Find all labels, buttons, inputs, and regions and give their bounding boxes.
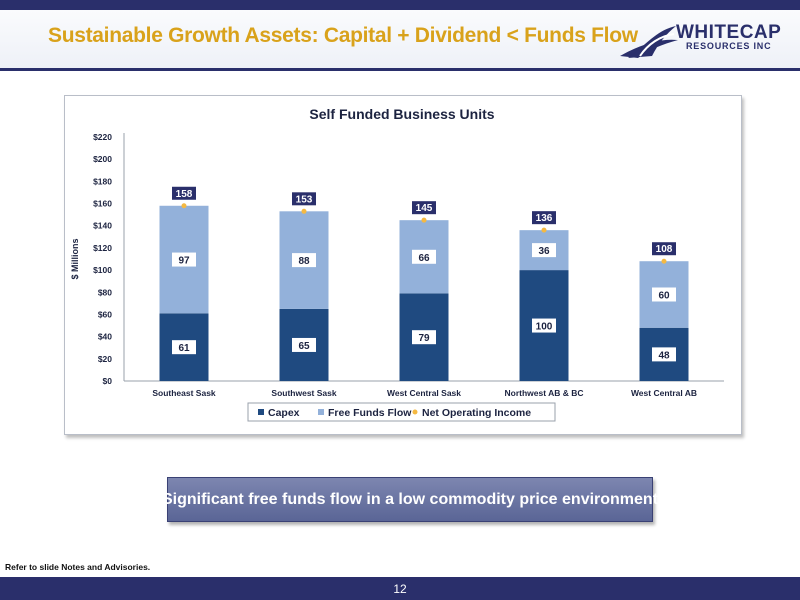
y-tick-label: $20 (98, 354, 112, 364)
noi-data-label: 158 (176, 189, 193, 200)
free-funds-flow-label-box (292, 253, 316, 268)
x-category-label: Southeast Sask (152, 388, 216, 398)
legend-label: Net Operating Income (422, 407, 531, 419)
y-axis-label: $ Millions (70, 238, 80, 279)
y-tick-label: $160 (93, 199, 112, 209)
noi-data-label: 136 (536, 213, 553, 224)
x-category-label: Northwest AB & BC (504, 388, 583, 398)
logo-wordmark: WHITECAP (676, 22, 782, 43)
free-funds-flow-data-label: 66 (418, 253, 430, 264)
free-funds-flow-data-label: 36 (538, 246, 550, 257)
legend-label: Capex (268, 407, 300, 419)
free-funds-flow-label-box (172, 252, 196, 267)
noi-label-box (652, 242, 676, 256)
header-divider (0, 68, 800, 71)
net-operating-income-point (541, 227, 547, 233)
noi-data-label: 108 (656, 244, 673, 255)
noi-label-box (412, 201, 436, 215)
y-tick-label: $0 (103, 376, 113, 386)
capex-label-box (172, 340, 196, 355)
y-tick-label: $60 (98, 309, 112, 319)
x-category-label: West Central Sask (387, 388, 461, 398)
slide-header (0, 10, 800, 68)
noi-label-box (292, 192, 316, 206)
free-funds-flow-data-label: 97 (178, 256, 190, 267)
legend-box (247, 402, 556, 422)
free-funds-flow-data-label: 60 (658, 290, 670, 301)
logo-subtext: RESOURCES INC (686, 41, 772, 51)
y-tick-label: $80 (98, 287, 112, 297)
capex-label-box (292, 337, 316, 352)
noi-label-box (532, 211, 556, 225)
whitecap-logo-icon (620, 26, 678, 58)
free-funds-flow-label-box (652, 287, 676, 302)
y-tick-label: $40 (98, 332, 112, 342)
capex-label-box (532, 318, 556, 333)
legend-swatch (412, 409, 418, 415)
stacked-bar-chart: Self Funded Business Units $ Millions $0 $2… (70, 106, 724, 422)
net-operating-income-point (661, 258, 667, 264)
capex-data-label: 65 (298, 341, 310, 352)
slide-title: Sustainable Growth Assets: Capital + Div… (48, 24, 638, 47)
notes-text: Refer to slide Notes and Advisories. (5, 562, 151, 572)
free-funds-flow-data-label: 88 (298, 256, 310, 267)
capex-data-label: 48 (658, 350, 670, 361)
capex-label-box (652, 347, 676, 362)
y-tick-label: $220 (93, 132, 112, 142)
footer-bar (0, 577, 800, 600)
legend-swatch (318, 409, 324, 415)
page-number: 12 (393, 582, 407, 596)
free-funds-flow-label-box (532, 243, 556, 258)
net-operating-income-point (181, 203, 187, 209)
y-tick-label: $120 (93, 243, 112, 253)
y-tick-label: $180 (93, 176, 112, 186)
capex-data-label: 79 (418, 333, 430, 344)
noi-data-label: 153 (296, 194, 313, 205)
capex-data-label: 61 (178, 343, 190, 354)
net-operating-income-point (301, 208, 307, 214)
legend-swatch (258, 409, 264, 415)
net-operating-income-point (421, 217, 427, 223)
callout-box: Significant free funds flow in a low com… (162, 477, 658, 522)
noi-data-label: 145 (416, 203, 433, 214)
chart-title: Self Funded Business Units (309, 106, 494, 122)
y-tick-label: $100 (93, 265, 112, 275)
free-funds-flow-label-box (412, 249, 436, 264)
top-accent-bar (0, 0, 800, 10)
capex-label-box (412, 330, 436, 345)
capex-data-label: 100 (536, 322, 553, 333)
y-tick-label: $200 (93, 154, 112, 164)
legend-label: Free Funds Flow (328, 407, 412, 419)
x-category-label: West Central AB (631, 388, 697, 398)
x-category-label: Southwest Sask (271, 388, 336, 398)
y-tick-label: $140 (93, 221, 112, 231)
noi-label-box (172, 186, 196, 200)
